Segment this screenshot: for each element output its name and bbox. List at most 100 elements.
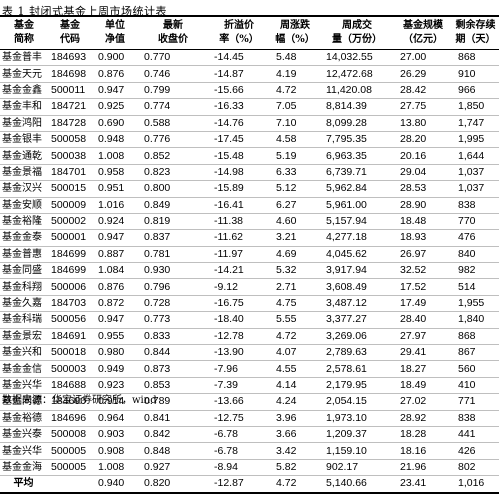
value-cell: 0.820 [144, 477, 171, 490]
table-row: 基金金泰 500001 0.947 0.837 -11.62 3.21 4,277.18 18… [0, 230, 499, 247]
fund-code-cell: 184721 [51, 100, 87, 113]
value-cell: -12.87 [214, 477, 244, 490]
column-header: 最新 收盘价 [138, 16, 208, 50]
fund-name-cell: 基金兴华 [2, 445, 42, 457]
value-cell: 2,054.15 [326, 395, 367, 408]
table-row: 基金安顺 500009 1.016 0.849 -16.41 6.27 5,961.00 28… [0, 197, 499, 214]
value-cell: 0.588 [144, 116, 171, 129]
value-cell: 23.41 [400, 477, 427, 490]
value-cell: 838 [458, 198, 476, 211]
fund-name-cell: 基金通乾 [2, 150, 42, 162]
fund-name-cell: 基金银丰 [2, 134, 42, 146]
fund-code-cell: 500008 [51, 428, 87, 441]
column-header-line: 最新 [163, 20, 183, 31]
column-header-line: 单位 [105, 20, 125, 31]
column-header-line: 折溢价 [224, 20, 254, 31]
table-row: 基金兴华 184688 0.923 0.853 -7.39 4.14 2,179.95 18.… [0, 377, 499, 394]
value-cell: -13.66 [214, 395, 244, 408]
value-cell: 1.084 [98, 264, 125, 277]
value-cell: 0.833 [144, 329, 171, 342]
value-cell: 7.10 [276, 116, 297, 129]
column-header-line: 净值 [105, 34, 125, 45]
column-header-line: 基金 [60, 20, 80, 31]
value-cell: 8,099.28 [326, 116, 367, 129]
value-cell: 7,795.35 [326, 133, 367, 146]
value-cell: 18.48 [400, 215, 427, 228]
data-source-note: 数据来源：华宝证券研究所，wind [2, 395, 157, 406]
value-cell: 5.12 [276, 182, 297, 195]
fund-name-cell: 基金普惠 [2, 248, 42, 260]
column-header-line: 收盘价 [158, 34, 188, 45]
fund-name-cell: 平均 [13, 478, 34, 490]
value-cell: -6.78 [214, 428, 238, 441]
value-cell: 5.32 [276, 264, 297, 277]
column-header-line: 基金 [14, 20, 34, 31]
value-cell: 18.28 [400, 428, 427, 441]
column-header-line: 率（%） [219, 34, 259, 45]
value-cell: 1,850 [458, 100, 485, 113]
value-cell: 5.82 [276, 460, 297, 473]
table-row: 基金景宏 184691 0.955 0.833 -12.78 4.72 3,269.06 27… [0, 328, 499, 345]
value-cell: 838 [458, 411, 476, 424]
value-cell: 1,747 [458, 116, 485, 129]
value-cell: 18.27 [400, 362, 427, 375]
value-cell: 18.16 [400, 444, 427, 457]
fund-name-cell: 基金安顺 [2, 199, 42, 211]
value-cell: -11.97 [214, 247, 243, 260]
value-cell: -12.78 [214, 329, 244, 342]
column-header: 基金规模 （亿元） [394, 16, 452, 50]
value-cell: 771 [458, 395, 476, 408]
fund-code-cell: 500015 [51, 182, 87, 195]
fund-code-cell: 184703 [51, 297, 87, 310]
table-row: 基金天元 184698 0.876 0.746 -14.87 4.19 12,472.68 2… [0, 66, 499, 83]
value-cell: -7.96 [214, 362, 238, 375]
value-cell: 4.24 [276, 395, 297, 408]
value-cell: 0.947 [98, 83, 125, 96]
value-cell: 1,159.10 [326, 444, 367, 457]
value-cell: 0.746 [144, 67, 171, 80]
fund-name-cell: 基金科翔 [2, 281, 42, 293]
fund-name-cell: 基金景宏 [2, 330, 42, 342]
fund-name-cell: 基金同德 [2, 396, 42, 408]
value-cell: 6,963.35 [326, 149, 367, 162]
value-cell: 0.770 [144, 51, 171, 64]
value-cell: 0.849 [144, 198, 171, 211]
value-cell: 0.940 [98, 477, 125, 490]
document-page: 表 1 封闭式基金上周市场统计表 基金 简称 基金 代码 单位 净值 最新 收盘价 折溢价 率（%… [0, 5, 499, 493]
value-cell: 902.17 [326, 460, 359, 473]
value-cell: 0.848 [144, 444, 171, 457]
value-cell: 3,377.27 [326, 313, 367, 326]
fund-code-cell [48, 476, 92, 493]
column-header-line: 剩余存续 [455, 20, 496, 31]
fund-code-cell: 184699 [51, 247, 87, 260]
value-cell: 27.97 [400, 329, 427, 342]
column-header-line: 周成交 [342, 20, 372, 31]
value-cell: 840 [458, 247, 476, 260]
fund-name-cell: 基金金信 [2, 363, 42, 375]
fund-code-cell: 184691 [51, 329, 87, 342]
value-cell: -13.90 [214, 346, 244, 359]
value-cell: 28.20 [400, 133, 427, 146]
table-row: 基金普惠 184699 0.887 0.781 -11.97 4.69 4,045.62 26… [0, 246, 499, 263]
value-cell: 0.819 [144, 215, 171, 228]
value-cell: 0.841 [144, 411, 171, 424]
table-row: 基金裕隆 500002 0.924 0.819 -11.38 4.60 5,157.94 18… [0, 213, 499, 230]
column-header-line: 周涨跌 [280, 20, 310, 31]
value-cell: 2,578.61 [326, 362, 367, 375]
fund-code-cell: 184690 [51, 395, 87, 408]
fund-name-cell: 基金兴华 [2, 380, 42, 391]
value-cell: 982 [458, 264, 476, 277]
value-cell: 0.930 [144, 264, 171, 277]
value-cell: 0.872 [98, 297, 125, 310]
value-cell: 28.90 [400, 198, 427, 211]
value-cell: 14,032.55 [326, 51, 373, 64]
table-header: 基金 简称 基金 代码 单位 净值 最新 收盘价 折溢价 率（%） 周涨跌 幅（%） 周成交 量（万份）基… [0, 16, 499, 50]
column-header-line: 基金规模 [403, 20, 443, 31]
fund-code-cell: 500006 [51, 280, 87, 293]
value-cell: 0.853 [144, 379, 171, 391]
value-cell: -14.21 [214, 264, 244, 277]
value-cell: 0.947 [98, 313, 125, 326]
value-cell: 0.964 [98, 411, 125, 424]
value-cell: 32.52 [400, 264, 427, 277]
column-header: 单位 净值 [92, 16, 138, 50]
